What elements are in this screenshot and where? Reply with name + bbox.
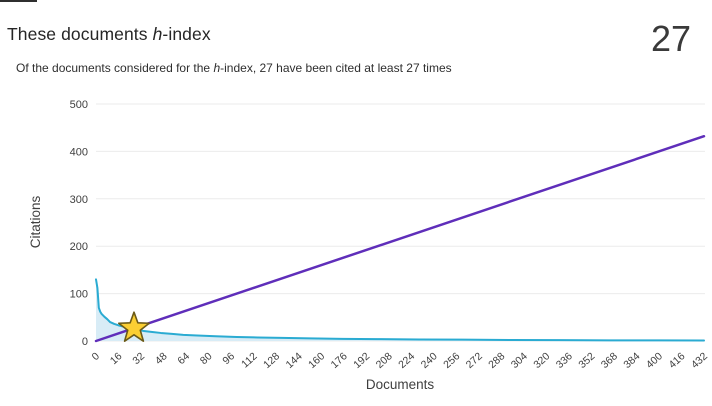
h-index-star-marker	[117, 311, 151, 342]
title-prefix: These documents	[7, 24, 153, 44]
citations-curve-line	[95, 278, 705, 342]
x-tick-label: 256	[441, 350, 462, 371]
x-tick-label: 304	[509, 350, 530, 371]
x-tick-label: 160	[306, 350, 327, 371]
x-tick-label: 272	[464, 350, 485, 371]
x-tick-label: 64	[175, 350, 192, 367]
x-tick-label: 208	[374, 350, 395, 371]
x-tick-label: 0	[90, 350, 102, 363]
x-tick-label: 96	[220, 350, 237, 367]
x-tick-label: 400	[644, 350, 665, 371]
citations-area-fill	[96, 279, 704, 341]
title-h-italic: h	[152, 24, 163, 44]
h-index-reference-line	[94, 134, 706, 343]
x-tick-label: 16	[108, 350, 125, 367]
x-tick-label: 224	[396, 350, 417, 371]
h-index-chart: 0 100 200 300 400 500 0 16 32 48 64 80 96 112 128 144 16…	[0, 88, 712, 406]
y-tick-label: 200	[70, 241, 88, 253]
x-tick-label: 128	[261, 350, 282, 371]
x-tick-label: 112	[239, 350, 260, 370]
subtitle-suffix: -index, 27 have been cited at least 27 t…	[220, 61, 452, 75]
page-title: These documents h-index	[7, 24, 211, 45]
y-tick-label: 500	[70, 99, 88, 111]
x-tick-label: 368	[599, 350, 620, 371]
x-axis-title: Documents	[366, 377, 435, 392]
h-index-chart-svg: 0 100 200 300 400 500 0 16 32 48 64 80 96 112 128 144 16…	[28, 99, 710, 392]
x-tick-label: 48	[153, 350, 170, 367]
x-tick-label: 416	[666, 350, 687, 371]
subtitle-h-italic: h	[213, 61, 221, 75]
x-tick-label: 32	[130, 350, 147, 367]
x-tick-label: 144	[284, 350, 305, 371]
x-tick-label: 176	[329, 350, 350, 371]
subtitle-prefix: Of the documents considered for the	[16, 61, 214, 75]
x-tick-label: 288	[486, 350, 507, 371]
y-tick-label: 100	[70, 289, 88, 301]
x-tick-label: 240	[419, 350, 440, 371]
y-tick-label: 0	[82, 336, 88, 348]
x-tick-label: 352	[576, 350, 597, 371]
h-index-value: 27	[650, 18, 691, 59]
x-tick-label: 320	[531, 350, 552, 371]
subtitle: Of the documents considered for the h-in…	[16, 61, 452, 75]
y-tick-label: 300	[70, 194, 88, 206]
x-tick-label: 336	[554, 350, 575, 371]
y-tick-label: 400	[70, 146, 88, 158]
top-edge-line	[0, 0, 37, 2]
y-axis-title: Citations	[28, 195, 43, 248]
x-tick-label: 432	[689, 350, 710, 371]
x-tick-label: 80	[198, 350, 215, 367]
x-tick-label: 384	[621, 350, 642, 371]
title-suffix: -index	[162, 24, 211, 44]
x-tick-label: 192	[351, 350, 372, 371]
